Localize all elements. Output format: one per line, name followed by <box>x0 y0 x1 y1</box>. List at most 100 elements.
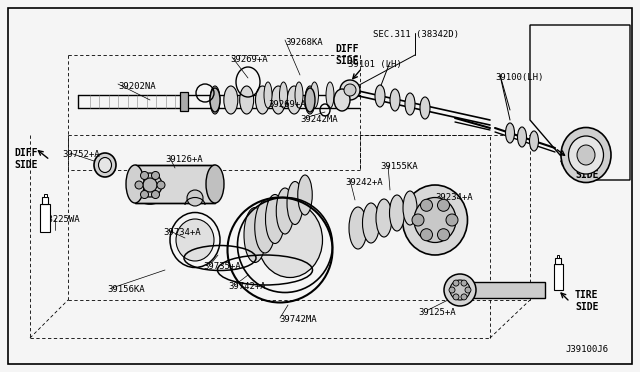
Text: 39269+A: 39269+A <box>230 55 268 64</box>
Ellipse shape <box>349 207 367 249</box>
Circle shape <box>157 181 165 189</box>
Circle shape <box>438 229 449 241</box>
Text: 39752+A: 39752+A <box>62 150 100 159</box>
Circle shape <box>461 280 467 286</box>
Ellipse shape <box>326 82 334 108</box>
Ellipse shape <box>176 219 214 261</box>
Bar <box>78 95 360 108</box>
Ellipse shape <box>276 188 294 234</box>
Ellipse shape <box>131 166 169 204</box>
Text: 39268KA: 39268KA <box>285 38 323 47</box>
Ellipse shape <box>450 280 470 300</box>
Ellipse shape <box>287 182 303 224</box>
Ellipse shape <box>506 123 515 143</box>
Circle shape <box>461 294 467 300</box>
Bar <box>554 264 563 289</box>
Text: 39101 (LH): 39101 (LH) <box>348 60 402 69</box>
Circle shape <box>453 294 459 300</box>
Ellipse shape <box>187 190 203 206</box>
Ellipse shape <box>390 195 404 231</box>
Circle shape <box>135 181 143 189</box>
Text: 39126+A: 39126+A <box>165 155 203 164</box>
Bar <box>40 204 50 232</box>
Ellipse shape <box>271 86 285 114</box>
Bar <box>42 197 48 204</box>
Ellipse shape <box>561 128 611 183</box>
Ellipse shape <box>126 165 144 203</box>
Ellipse shape <box>266 195 285 244</box>
Ellipse shape <box>257 202 323 278</box>
Ellipse shape <box>375 85 385 107</box>
Ellipse shape <box>210 86 220 114</box>
Text: 39125+A: 39125+A <box>418 308 456 317</box>
Ellipse shape <box>244 208 266 263</box>
Ellipse shape <box>255 86 269 114</box>
Ellipse shape <box>255 201 275 253</box>
Ellipse shape <box>143 178 157 192</box>
Ellipse shape <box>577 145 595 165</box>
Text: 39734+A: 39734+A <box>163 228 200 237</box>
Ellipse shape <box>305 86 315 114</box>
Bar <box>44 194 47 197</box>
Ellipse shape <box>568 136 604 174</box>
Circle shape <box>152 190 159 199</box>
Ellipse shape <box>99 157 111 173</box>
Ellipse shape <box>344 84 356 96</box>
Text: 39100(LH): 39100(LH) <box>495 73 543 82</box>
Text: TIRE
SIDE: TIRE SIDE <box>575 290 598 312</box>
Text: 39156KA: 39156KA <box>107 285 145 294</box>
Ellipse shape <box>529 131 538 151</box>
Text: DIFF
SIDE: DIFF SIDE <box>335 44 358 65</box>
Ellipse shape <box>305 88 315 112</box>
Ellipse shape <box>376 199 392 237</box>
Text: 39269+A: 39269+A <box>268 100 306 109</box>
Ellipse shape <box>518 127 527 147</box>
Bar <box>556 258 561 264</box>
Circle shape <box>412 214 424 226</box>
Text: 39155KA: 39155KA <box>380 162 418 171</box>
Bar <box>557 256 559 258</box>
Ellipse shape <box>264 82 272 108</box>
Circle shape <box>141 190 148 199</box>
Text: SEC.311 (38342D): SEC.311 (38342D) <box>373 30 459 39</box>
Text: 39242+A: 39242+A <box>345 178 383 187</box>
Text: DIFF
SIDE: DIFF SIDE <box>14 148 38 170</box>
Circle shape <box>152 171 159 179</box>
Text: 39242MA: 39242MA <box>300 115 338 124</box>
Circle shape <box>465 287 471 293</box>
Circle shape <box>420 199 433 211</box>
Ellipse shape <box>94 153 116 177</box>
Text: TIRE
SIDE: TIRE SIDE <box>575 158 598 180</box>
Ellipse shape <box>403 191 417 225</box>
Bar <box>180 92 188 111</box>
Ellipse shape <box>340 80 360 100</box>
Circle shape <box>420 229 433 241</box>
Ellipse shape <box>390 89 400 111</box>
Ellipse shape <box>420 97 430 119</box>
Ellipse shape <box>224 86 238 114</box>
Ellipse shape <box>298 175 312 215</box>
Ellipse shape <box>403 185 467 255</box>
Text: 39202NA: 39202NA <box>118 82 156 91</box>
Ellipse shape <box>414 198 456 243</box>
Text: J39100J6: J39100J6 <box>565 345 608 354</box>
Circle shape <box>449 287 455 293</box>
Text: 38225WA: 38225WA <box>42 215 79 224</box>
Text: 39735+A: 39735+A <box>203 262 241 271</box>
Circle shape <box>453 280 459 286</box>
Ellipse shape <box>206 165 224 203</box>
Circle shape <box>141 171 148 179</box>
Ellipse shape <box>444 274 476 306</box>
Bar <box>135 165 215 203</box>
Circle shape <box>438 199 449 211</box>
Ellipse shape <box>287 86 301 114</box>
Text: 39742MA: 39742MA <box>279 315 317 324</box>
Text: 39742+A: 39742+A <box>228 282 266 291</box>
Ellipse shape <box>310 82 319 108</box>
Ellipse shape <box>362 203 380 243</box>
Circle shape <box>446 214 458 226</box>
Text: 39234+A: 39234+A <box>435 193 472 202</box>
Bar <box>465 282 545 298</box>
Ellipse shape <box>138 173 162 197</box>
Ellipse shape <box>239 86 253 114</box>
